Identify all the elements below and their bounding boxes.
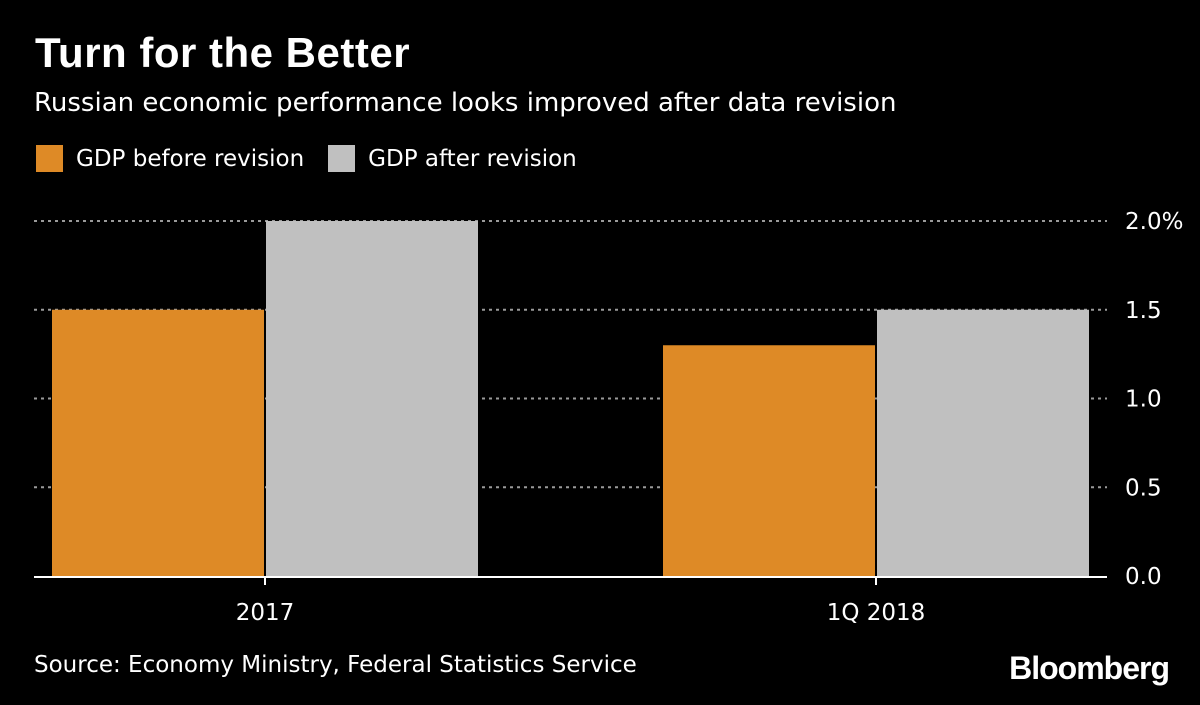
bar-after-revision	[877, 309, 1089, 576]
chart-title: Turn for the Better	[35, 29, 411, 76]
legend-label-before-revision: GDP before revision	[76, 145, 305, 172]
chart-subtitle: Russian economic performance looks impro…	[34, 88, 897, 118]
legend-swatch-before-revision	[36, 145, 63, 172]
bar-before-revision	[52, 309, 264, 576]
x-category-label: 2017	[236, 600, 295, 626]
legend-label-after-revision: GDP after revision	[368, 145, 577, 172]
legend-swatch-after-revision	[328, 145, 356, 172]
legend-item-before-revision: GDP before revision	[36, 145, 304, 172]
y-tick-label: 1.0	[1125, 387, 1162, 413]
legend-item-after-revision: GDP after revision	[328, 145, 577, 172]
y-tick-label: 0.5	[1125, 475, 1162, 501]
bloomberg-logo: Bloomberg	[1009, 650, 1170, 686]
bar-after-revision	[266, 221, 478, 576]
bar-before-revision	[663, 345, 875, 576]
x-category-label: 1Q 2018	[827, 600, 926, 626]
legend: GDP before revision GDP after revision	[36, 145, 601, 172]
y-tick-label: 1.5	[1125, 298, 1162, 324]
source-note: Source: Economy Ministry, Federal Statis…	[34, 652, 637, 678]
y-tick-label: 0.0	[1125, 564, 1162, 590]
y-tick-label: 2.0%	[1125, 209, 1183, 235]
